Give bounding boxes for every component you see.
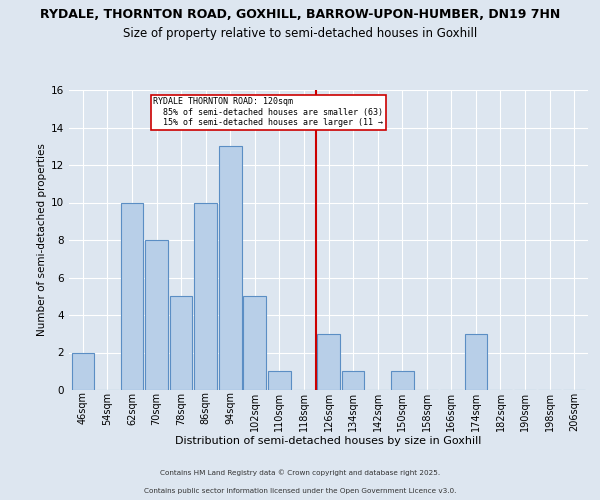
Bar <box>121 202 143 390</box>
Bar <box>342 371 364 390</box>
Text: RYDALE, THORNTON ROAD, GOXHILL, BARROW-UPON-HUMBER, DN19 7HN: RYDALE, THORNTON ROAD, GOXHILL, BARROW-U… <box>40 8 560 20</box>
Bar <box>219 146 242 390</box>
X-axis label: Distribution of semi-detached houses by size in Goxhill: Distribution of semi-detached houses by … <box>175 436 482 446</box>
Bar <box>464 334 487 390</box>
Bar <box>71 352 94 390</box>
Bar <box>317 334 340 390</box>
Y-axis label: Number of semi-detached properties: Number of semi-detached properties <box>37 144 47 336</box>
Text: RYDALE THORNTON ROAD: 120sqm
  85% of semi-detached houses are smaller (63)
  15: RYDALE THORNTON ROAD: 120sqm 85% of semi… <box>154 98 383 128</box>
Bar <box>268 371 290 390</box>
Bar <box>391 371 413 390</box>
Text: Size of property relative to semi-detached houses in Goxhill: Size of property relative to semi-detach… <box>123 28 477 40</box>
Bar <box>244 296 266 390</box>
Text: Contains public sector information licensed under the Open Government Licence v3: Contains public sector information licen… <box>144 488 456 494</box>
Bar <box>145 240 168 390</box>
Bar <box>194 202 217 390</box>
Bar <box>170 296 193 390</box>
Text: Contains HM Land Registry data © Crown copyright and database right 2025.: Contains HM Land Registry data © Crown c… <box>160 470 440 476</box>
